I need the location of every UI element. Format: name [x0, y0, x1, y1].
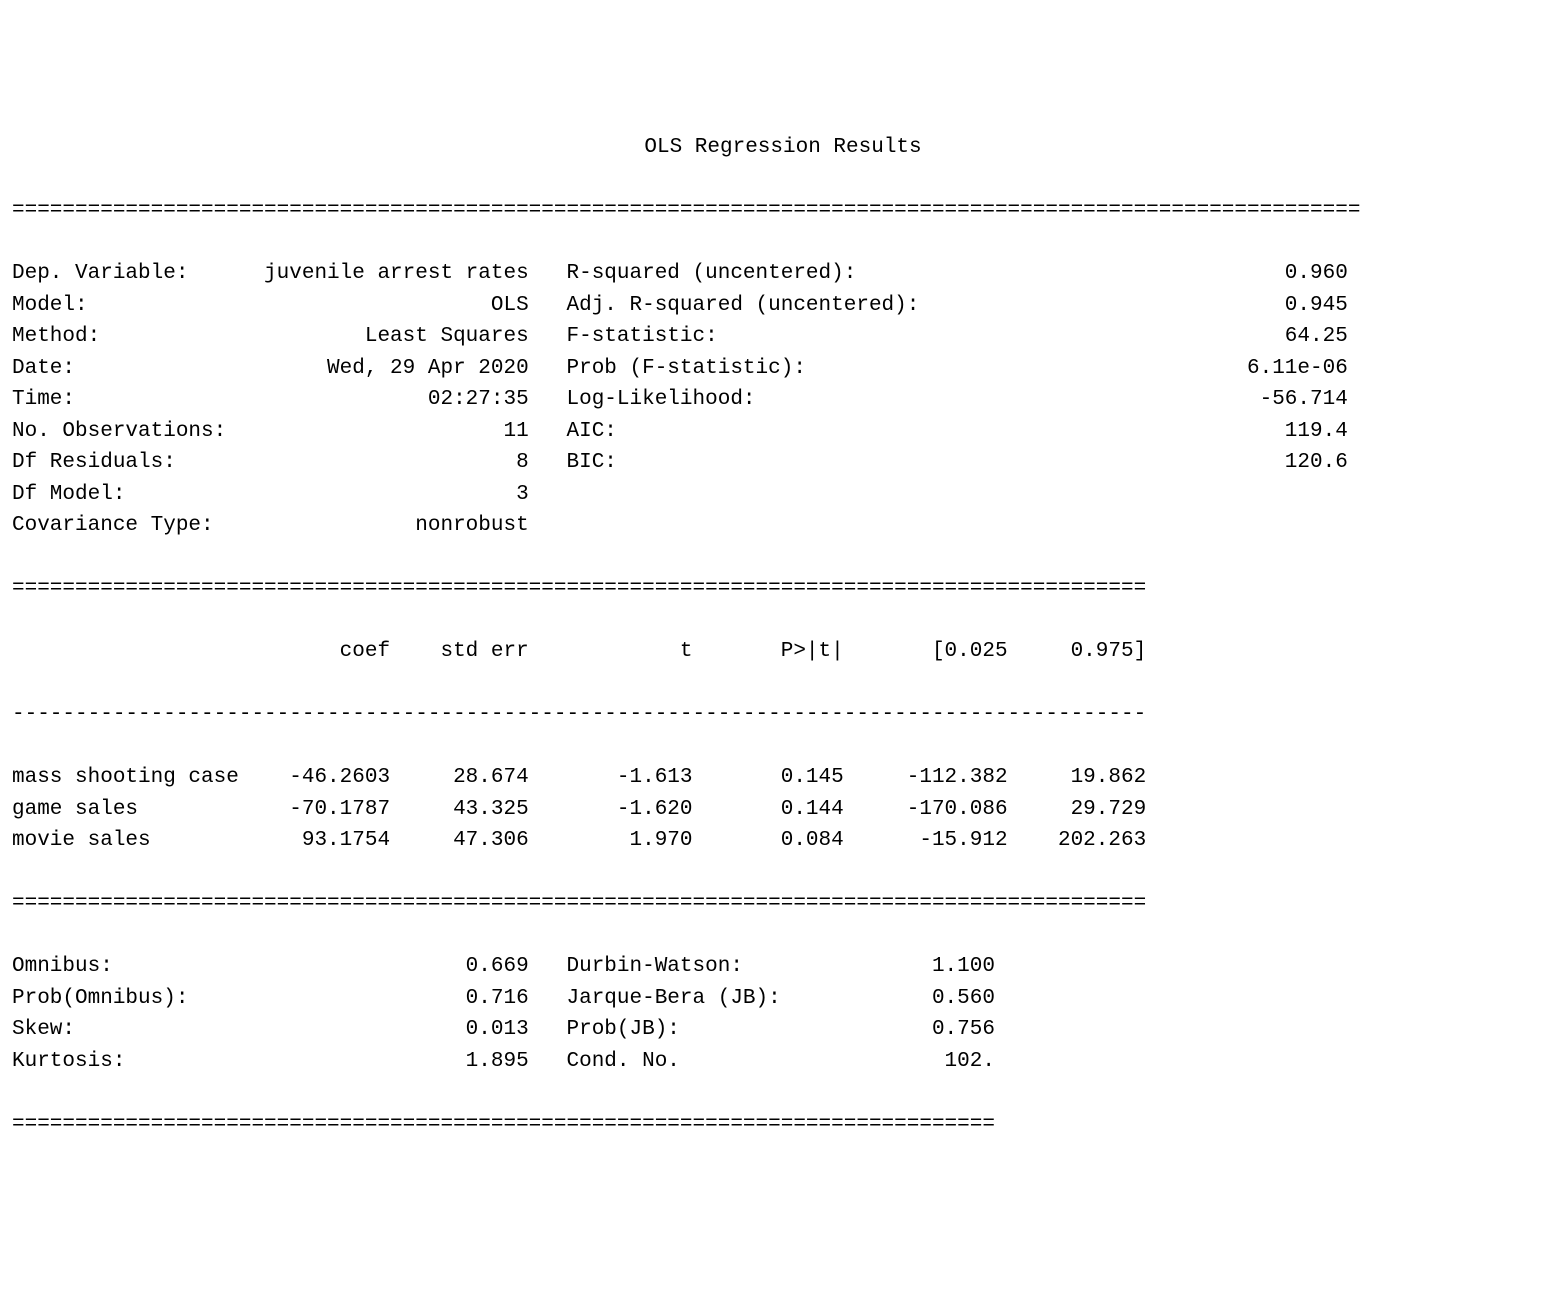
report-title: OLS Regression Results	[12, 132, 1554, 164]
rule-mid-2: ========================================…	[12, 888, 1554, 920]
rule-top: ========================================…	[12, 195, 1554, 227]
header-block: Dep. Variable: juvenile arrest rates R-s…	[12, 258, 1554, 542]
coef-rows: mass shooting case -46.2603 28.674 -1.61…	[12, 762, 1554, 857]
rule-bottom: ========================================…	[12, 1109, 1554, 1141]
coef-header: coef std err t P>|t| [0.025 0.975]	[12, 636, 1554, 668]
title-text: OLS Regression Results	[644, 136, 921, 159]
rule-mid-1: ========================================…	[12, 573, 1554, 605]
diagnostics-block: Omnibus: 0.669 Durbin-Watson: 1.100 Prob…	[12, 951, 1554, 1077]
rule-mid-single: ----------------------------------------…	[12, 699, 1554, 731]
